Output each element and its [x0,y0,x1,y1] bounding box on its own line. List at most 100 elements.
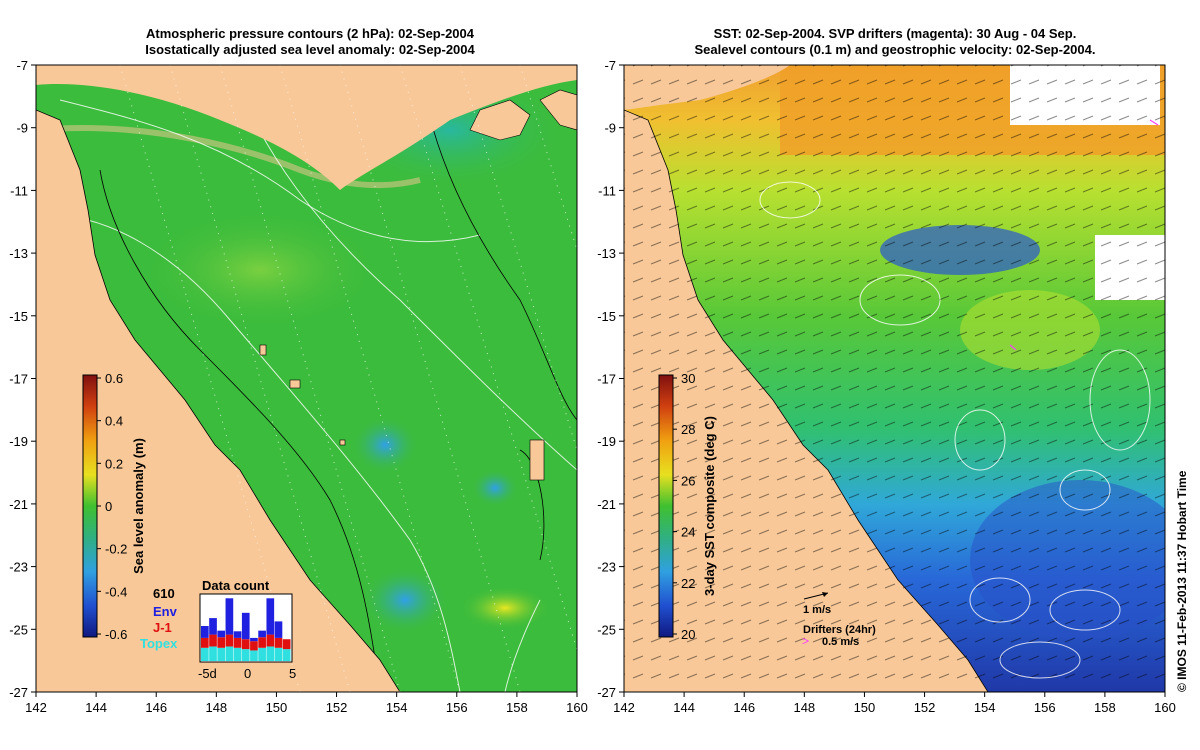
data-count-bar-env [217,630,226,638]
y-tick-label: -21 [597,497,616,512]
x-tick-label: 154 [386,700,408,715]
drifter-legend-arrow-icon: > [802,634,809,648]
right-sealevel-contours [759,181,1151,679]
colorbar-tick-label: -0.4 [105,584,127,599]
drifter-legend-title: Drifters (24hr) [803,624,876,636]
data-count-bar-j1 [258,637,266,648]
data-count-max: 610 [153,586,175,601]
data-count-bar-topex [201,647,209,661]
right-geostrophic-vectors [624,65,1165,692]
data-count-bar-j1 [225,634,234,647]
data-count-inset: Data count 610 Env J-1 Topex -5d 0 5 [140,578,296,681]
x-tick-label: 156 [1034,700,1056,715]
y-tick-label: -9 [16,121,28,136]
data-count-bar-j1 [241,639,250,650]
y-tick-label: -23 [9,560,28,575]
legend-j1: J-1 [153,620,172,635]
x-tick-label: 150 [266,700,288,715]
data-count-xtick-neg5: -5d [198,666,217,681]
x-tick-label: 150 [854,700,876,715]
data-count-title: Data count [202,578,270,593]
left-high-anomaly [460,586,550,630]
y-tick-label: -23 [597,560,616,575]
x-tick-label: 158 [506,700,528,715]
left-title-line2: Isostatically adjusted sea level anomaly… [145,42,475,57]
colorbar-tick-label: 24 [681,525,695,540]
drifter-legend: Drifters (24hr) > 0.5 m/s [802,624,876,648]
data-count-bar-j1 [266,634,275,647]
y-tick-label: -9 [604,121,616,136]
x-tick-label: 144 [673,700,695,715]
legend-env: Env [153,604,178,619]
legend-topex: Topex [140,636,178,651]
data-count-bar-j1 [233,637,242,648]
y-tick-label: -19 [9,434,28,449]
data-count-bar-j1 [217,637,226,648]
left-low-anomaly-2 [350,415,420,475]
left-png-coast [36,65,577,190]
right-colorbar [658,374,674,638]
y-tick-label: -15 [597,309,616,324]
x-tick-label: 146 [733,700,755,715]
colorbar-tick-label: 22 [681,576,695,591]
y-tick-label: -15 [9,309,28,324]
y-tick-label: -27 [597,685,616,700]
left-low-anomaly-1 [360,565,450,635]
drifter-legend-value: 0.5 m/s [822,636,859,648]
colorbar-tick-label: -0.2 [105,542,127,557]
data-count-xtick-0: 0 [244,666,251,681]
axis-ticks: 142 144 146 148 150 152 154 156 158 160 -7 -9 -11 -13… [9,58,1176,715]
left-low-anomaly-3 [470,468,520,508]
y-tick-label: -17 [597,372,616,387]
y-tick-label: -25 [9,622,28,637]
left-map [36,65,577,692]
data-count-bar-env [225,598,234,635]
y-tick-label: -17 [9,372,28,387]
data-count-bar-j1 [209,634,217,647]
data-count-bar-topex [233,647,242,661]
data-count-bar-j1 [250,641,258,651]
right-title-line1: SST: 02-Sep-2004. SVP drifters (magenta)… [713,26,1077,41]
data-count-bar-env [274,621,283,638]
y-tick-label: -21 [9,497,28,512]
data-count-bar-j1 [201,637,209,648]
y-tick-label: -11 [10,183,28,198]
credit-text: © IMOS 11-Feb-2013 11:37 Hobart Time [1175,470,1189,692]
y-tick-label: -11 [598,183,616,198]
data-count-bar-j1 [282,639,291,650]
left-reefs [259,344,545,481]
y-tick-label: -13 [597,246,616,261]
velocity-legend-label: 1 m/s [803,604,831,616]
left-panel-title: Atmospheric pressure contours (2 hPa): 0… [40,26,580,58]
data-count-bar-topex [282,649,291,661]
data-count-bar-env [258,630,266,638]
data-count-bar-topex [274,647,283,661]
x-tick-label: 156 [446,700,468,715]
y-tick-label: -7 [16,58,28,73]
right-drifter-tracks [1009,119,1159,351]
y-tick-label: -7 [604,58,616,73]
x-tick-label: 142 [613,700,635,715]
left-colorbar-label: Sea level anomaly (m) [131,438,146,574]
left-title-line1: Atmospheric pressure contours (2 hPa): 0… [146,26,474,41]
x-tick-label: 142 [25,700,47,715]
data-count-bar-env [201,626,209,638]
x-tick-label: 160 [1154,700,1176,715]
left-sea-region [36,65,577,692]
colorbar-tick-label: 0.6 [105,371,123,386]
colorbar-tick-label: 0 [105,499,112,514]
data-count-bar-j1 [274,637,283,648]
data-count-bar-topex [225,646,234,661]
data-count-bar-topex [241,649,250,661]
data-count-bar-topex [258,647,266,661]
right-colorbar-label: 3-day SST composite (deg C) [702,416,717,596]
colorbar-tick-label: 30 [681,371,695,386]
right-map [624,65,1165,692]
left-australia-coast [36,109,401,692]
left-light-region [140,210,380,330]
left-satellite-tracks [119,65,577,692]
data-count-bar-topex [217,647,226,661]
velocity-legend: 1 m/s [803,592,831,616]
x-tick-label: 148 [205,700,227,715]
